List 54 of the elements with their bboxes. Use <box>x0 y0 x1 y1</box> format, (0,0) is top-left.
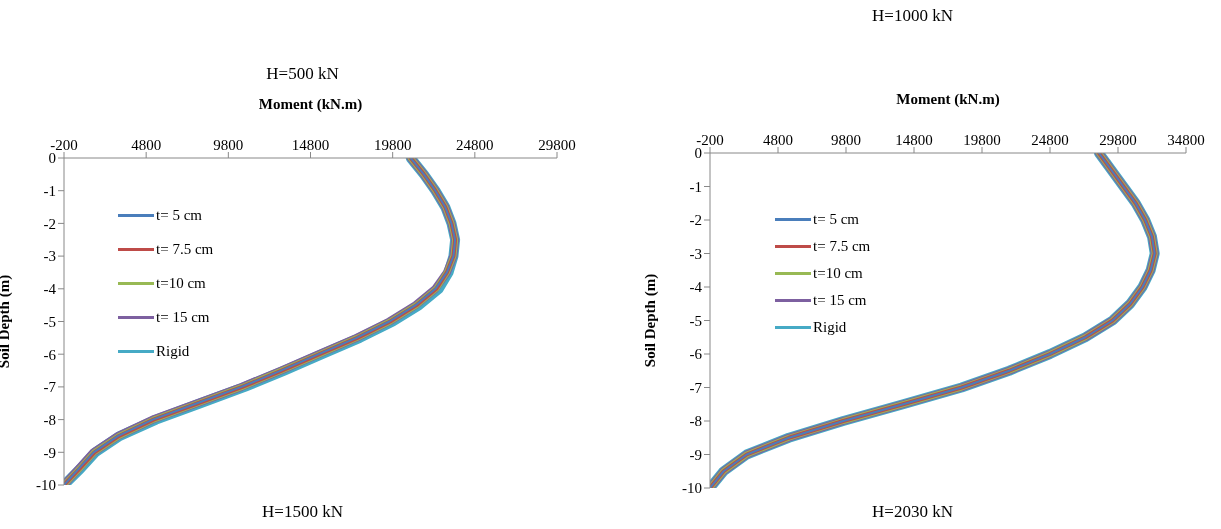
x-tick-label: 29800 <box>538 137 576 153</box>
y-tick-label: -9 <box>43 444 56 461</box>
y-axis-title: Soil Depth (m) <box>642 273 660 368</box>
x-tick-label: 29800 <box>1099 132 1137 148</box>
y-tick-label: -10 <box>682 480 702 497</box>
x-tick-label: 19800 <box>963 132 1001 148</box>
y-tick-label: -6 <box>689 346 703 363</box>
y-tick-label: -5 <box>43 313 56 330</box>
legend-label: t= 15 cm <box>813 292 867 309</box>
x-axis-title: Moment (kN.m) <box>258 95 363 113</box>
legend-label: t=10 cm <box>156 274 206 292</box>
x-tick-label: 4800 <box>131 137 162 153</box>
y-tick-label: -6 <box>43 346 57 363</box>
y-tick-label: -1 <box>43 183 56 200</box>
legend-label: t= 5 cm <box>156 206 202 224</box>
legend-label: Rigid <box>156 342 190 360</box>
y-tick-label: 0 <box>48 150 56 167</box>
y-tick-label: -7 <box>43 379 57 396</box>
legend-label: t= 15 cm <box>156 308 210 326</box>
x-tick-label: 24800 <box>456 137 494 153</box>
y-tick-label: -4 <box>689 279 703 296</box>
y-tick-label: -2 <box>43 215 56 232</box>
legend-label: t= 7.5 cm <box>156 240 214 258</box>
text: H=2030 kN <box>871 502 954 522</box>
x-tick-label: 9800 <box>831 132 861 148</box>
text: H=1000 kN <box>871 6 954 26</box>
y-tick-label: -10 <box>36 477 56 494</box>
x-tick-label: 24800 <box>1031 132 1069 148</box>
y-tick-label: -2 <box>689 212 702 229</box>
x-tick-label: -200 <box>50 137 78 153</box>
legend-label: t= 7.5 cm <box>813 238 871 255</box>
y-tick-label: -3 <box>43 248 56 265</box>
y-tick-label: -9 <box>689 446 702 463</box>
y-tick-label: -4 <box>43 281 57 298</box>
legend-label: Rigid <box>813 319 847 336</box>
y-tick-label: -3 <box>689 245 702 262</box>
legend-label: t=10 cm <box>813 265 863 282</box>
x-tick-label: 14800 <box>291 137 330 153</box>
y-tick-label: -7 <box>689 379 703 396</box>
x-tick-label: 34800 <box>1167 132 1205 148</box>
legend-label: t= 5 cm <box>813 211 859 228</box>
text: H=1500 kN <box>261 502 344 522</box>
x-tick-label: 19800 <box>373 137 412 153</box>
x-tick-label: 14800 <box>895 132 933 148</box>
x-tick-label: -200 <box>696 132 724 148</box>
y-tick-label: -8 <box>43 411 56 428</box>
x-tick-label: 9800 <box>213 137 244 153</box>
y-tick-label: -5 <box>689 312 702 329</box>
x-tick-label: 4800 <box>763 132 793 148</box>
text: H=500 kN <box>265 64 340 84</box>
y-tick-label: 0 <box>694 145 702 162</box>
x-axis-title: Moment (kN.m) <box>896 90 1000 108</box>
y-tick-label: -8 <box>689 413 702 430</box>
y-tick-label: -1 <box>689 178 702 195</box>
